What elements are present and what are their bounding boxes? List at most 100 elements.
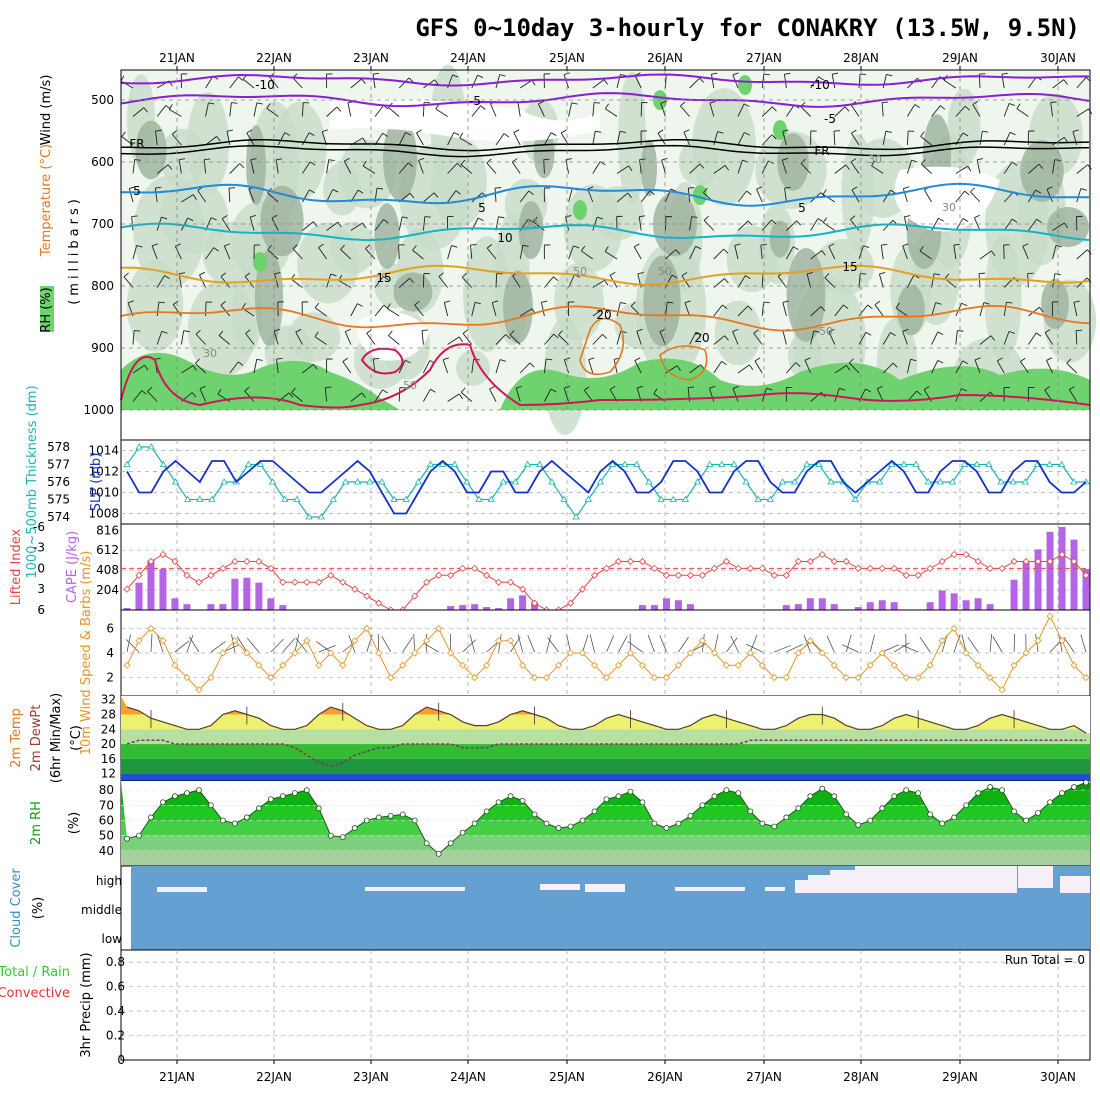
li-marker <box>495 578 503 586</box>
isotherm-25 <box>120 343 1091 409</box>
rh-marker <box>975 790 982 797</box>
wind-barb-flag <box>405 132 412 136</box>
wind-barb-flag <box>221 215 228 220</box>
wind-barb <box>471 359 475 374</box>
wind-barb-flag <box>412 245 417 251</box>
rh-contour-shade-dark <box>643 255 681 347</box>
cape-bar <box>926 602 934 610</box>
contour-label: -10 <box>810 78 830 92</box>
wind-barb-flag <box>373 357 380 360</box>
thickness-marker <box>244 460 253 467</box>
wind-barb <box>786 246 794 260</box>
rh-marker <box>136 832 142 839</box>
surface-wind-barb <box>589 634 595 653</box>
wind-barb <box>931 360 939 374</box>
wind-speed-marker <box>866 661 874 669</box>
thickness-marker <box>256 460 265 467</box>
wind-barb-flag <box>604 103 610 110</box>
wind-barb-flag <box>784 186 791 189</box>
wind-barb <box>471 105 482 117</box>
rh-marker <box>219 817 226 824</box>
thickness-marker <box>183 495 192 502</box>
surface-wind-barb <box>893 642 910 653</box>
wind-barb-flag <box>178 158 186 161</box>
wind-barb <box>154 188 158 203</box>
wind-barb-flag <box>430 388 436 393</box>
surface-wind-barb <box>510 636 521 653</box>
wind-barb <box>689 216 693 231</box>
cape-bar <box>207 604 215 610</box>
rh-marker <box>196 787 202 794</box>
wind-barb <box>709 102 715 117</box>
wind-barb-flag <box>630 301 636 307</box>
cape-bar <box>1082 568 1090 610</box>
wind-barb <box>639 159 642 174</box>
wind-barb <box>169 109 182 117</box>
wind-barb <box>634 75 642 89</box>
wind-barb <box>737 305 749 317</box>
wind-barb <box>242 78 255 89</box>
thickness-marker <box>888 460 896 467</box>
cape-bar <box>135 582 143 610</box>
wind-barb-flag <box>383 219 389 224</box>
rh-marker <box>927 811 934 818</box>
wind-barb-flag <box>962 132 969 137</box>
li-marker <box>171 557 179 566</box>
wind-barb-flag <box>703 187 708 193</box>
wind-barb <box>713 248 725 260</box>
wind-barb <box>495 359 501 374</box>
wind-barb <box>756 188 763 203</box>
wind-barb <box>588 359 594 374</box>
thickness-marker <box>730 460 738 467</box>
rh-marker <box>987 784 993 790</box>
wind-barb <box>132 159 136 174</box>
rh-marker <box>255 805 262 812</box>
wind-barb-flag <box>402 216 409 219</box>
thickness-marker <box>803 460 811 467</box>
wind-barb-flag <box>822 189 827 195</box>
wind-barb <box>592 102 595 117</box>
wind-barb-flag <box>1072 129 1079 132</box>
cape-tick: 612 <box>96 543 119 557</box>
li-marker <box>519 585 527 593</box>
surface-wind-barb <box>150 634 153 653</box>
temp-ylabel-c: (6hr Min/Max) <box>49 693 64 783</box>
wind-barb-flag <box>273 328 280 332</box>
wind-barb-flag <box>990 335 996 341</box>
wind-barb <box>882 131 887 146</box>
wind-barb <box>1052 79 1065 89</box>
wind-barb <box>267 249 279 260</box>
wind-barb <box>398 132 406 146</box>
rh-contour-shade <box>714 300 762 366</box>
wind-barb <box>366 332 376 345</box>
wind-speed-marker <box>986 674 994 682</box>
wind-barb <box>156 302 160 317</box>
thickness-marker <box>1070 478 1078 485</box>
rh-green-spot <box>738 75 752 95</box>
wind-barb <box>684 302 691 317</box>
thickness-marker <box>973 460 981 467</box>
rh-contour-shade-dark <box>503 270 533 344</box>
surface-wind-barb <box>730 635 739 653</box>
surface-wind-barb <box>318 645 336 653</box>
dewpt-line <box>126 739 1086 767</box>
thickness-marker <box>536 460 544 467</box>
wind-barb <box>543 159 545 174</box>
wind-speed-marker <box>842 674 850 682</box>
wind-speed-marker <box>423 637 431 645</box>
wind-barb-flag <box>362 160 367 167</box>
wind-barb-flag <box>382 132 388 137</box>
wind-speed-marker <box>578 649 587 657</box>
wind-barb-flag <box>587 186 594 190</box>
rh-contour-shade-dark <box>382 117 418 201</box>
wind-barb-flag <box>964 105 970 111</box>
rh-marker <box>339 834 346 841</box>
wind-barb-flag <box>919 245 924 252</box>
wind-barb <box>753 333 763 345</box>
rh-marker <box>687 813 694 819</box>
wind-barb-flag <box>274 271 281 275</box>
cape-bar <box>986 604 994 610</box>
surface-wind-barb <box>126 634 132 653</box>
surface-wind-barb <box>174 640 190 653</box>
